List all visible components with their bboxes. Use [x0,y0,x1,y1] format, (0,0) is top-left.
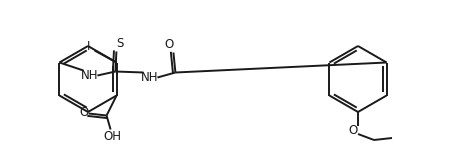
Text: I: I [87,40,90,53]
Text: O: O [165,38,174,51]
Text: O: O [79,106,88,119]
Text: O: O [348,125,358,138]
Text: NH: NH [140,71,158,84]
Text: NH: NH [81,69,98,82]
Text: S: S [117,37,124,50]
Text: OH: OH [104,130,122,143]
